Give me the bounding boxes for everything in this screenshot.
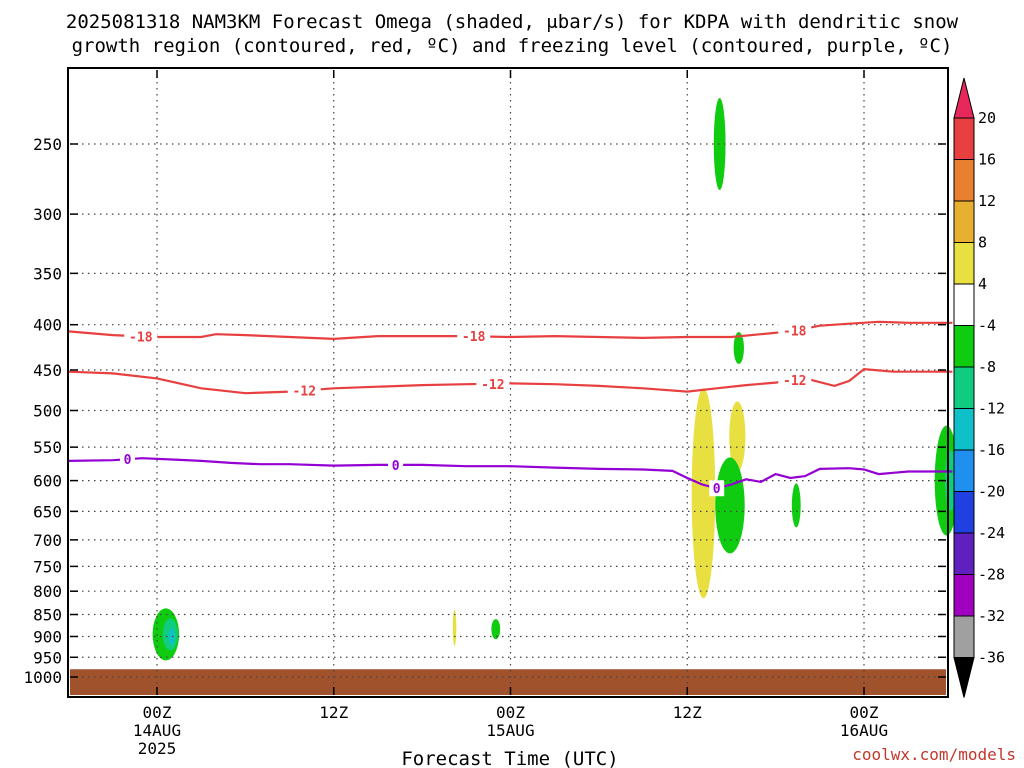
colorbar-tick-label: 16 — [978, 151, 996, 169]
omega-region-5 — [791, 483, 801, 528]
colorbar-cell — [953, 574, 975, 617]
colorbar-tick-label: -28 — [978, 566, 1005, 584]
colorbar-cell — [953, 366, 975, 409]
colorbar: 20 16 12 8 4 -4 -8 -12 -16 -20 -24 -28 -32 -36 — [953, 77, 1005, 698]
contour-label: -12 — [293, 385, 316, 400]
omega-region-4 — [715, 457, 745, 554]
contours: -18 -18 -18 -12 -12 -12 0 0 0 — [68, 320, 953, 497]
contour-label-bg — [778, 322, 812, 339]
y-tick-label: 450 — [33, 361, 62, 380]
colorbar-tick-label: 20 — [978, 109, 996, 127]
colorbar-cell — [953, 532, 975, 575]
x-tick-label: 12Z — [673, 703, 702, 722]
chart-title-line1: 2025081318 NAM3KM Forecast Omega (shaded… — [66, 11, 959, 33]
y-tick-label: 700 — [33, 531, 62, 550]
credit-text: coolwx.com/models — [852, 745, 1016, 764]
x-tick-label: 00Z — [850, 703, 879, 722]
omega-region-12 — [491, 619, 501, 640]
contour-label: 0 — [392, 459, 400, 474]
y-tick-label: 500 — [33, 402, 62, 421]
plot-frame — [67, 67, 949, 698]
contour-line-0 — [68, 457, 953, 490]
omega-region-11 — [452, 609, 457, 646]
contour-label: -12 — [481, 378, 504, 393]
colorbar-tick-label: -20 — [978, 483, 1005, 501]
contour-label-bg — [124, 328, 158, 345]
y-tick-label: 900 — [33, 627, 62, 646]
omega-region-0 — [713, 98, 726, 190]
omega-region-1 — [733, 332, 744, 365]
y-tick-label: 950 — [33, 648, 62, 667]
y-tick-label: 300 — [33, 205, 62, 224]
omega-region-2 — [729, 401, 746, 472]
contour-label-bg — [388, 456, 404, 473]
contour-label-bg — [778, 371, 812, 388]
contour-label-bg — [287, 382, 321, 399]
chart-title-line2: growth region (contoured, red, ºC) and f… — [72, 35, 953, 57]
colorbar-tick-label: -12 — [978, 400, 1005, 418]
y-tick-label: 1000 — [23, 668, 62, 687]
contour-line--12 — [68, 367, 953, 395]
x-axis-label: Forecast Time (UTC) — [401, 748, 618, 768]
x-tick-label: 12Z — [319, 703, 348, 722]
colorbar-tick-label: 8 — [978, 234, 987, 252]
x-tick-date: 16AUG — [840, 721, 888, 740]
contour-label: -18 — [129, 330, 153, 345]
colorbar-cell — [953, 242, 975, 285]
colorbar-cell — [953, 449, 975, 492]
y-axis: 250 300 350 400 450 500 550 600 650 700 750 800 850 9… — [23, 135, 946, 687]
contour-label: -18 — [783, 325, 807, 340]
terrain-fill — [70, 669, 946, 695]
y-tick-label: 600 — [33, 472, 62, 491]
contour-label-bg — [120, 451, 136, 468]
y-tick-label: 750 — [33, 557, 62, 576]
colorbar-tick-label: -24 — [978, 524, 1005, 542]
colorbar-cell — [953, 117, 975, 160]
colorbar-cell — [953, 408, 975, 451]
contour-label-bg — [709, 480, 725, 497]
grid — [70, 70, 946, 695]
y-tick-label: 550 — [33, 438, 62, 457]
x-tick-date: 15AUG — [486, 721, 534, 740]
colorbar-cell — [953, 491, 975, 534]
colorbar-tick-label: -16 — [978, 441, 1005, 459]
contour-label-bg — [476, 375, 510, 392]
contour-label: 0 — [124, 453, 132, 468]
colorbar-cell — [953, 325, 975, 368]
colorbar-tick-label: -32 — [978, 607, 1005, 625]
contour-label: -12 — [783, 374, 806, 389]
colorbar-cell — [953, 200, 975, 243]
x-tick-label: 00Z — [496, 703, 525, 722]
x-tick-label: 00Z — [143, 703, 172, 722]
x-tick-date: 14AUG — [133, 721, 181, 740]
colorbar-tick-label: 12 — [978, 192, 996, 210]
contour-label-bg — [457, 328, 491, 345]
omega-region-3 — [691, 388, 716, 599]
terrain — [70, 669, 946, 695]
colorbar-tick-label: 4 — [978, 275, 987, 293]
omega-shading — [152, 98, 959, 661]
colorbar-tick-label: -4 — [978, 317, 996, 335]
colorbar-tick-label: -8 — [978, 358, 996, 376]
y-tick-label: 850 — [33, 606, 62, 625]
contour-label: -18 — [462, 330, 486, 345]
y-tick-label: 250 — [33, 135, 62, 154]
colorbar-tick-label: -36 — [978, 649, 1005, 667]
y-tick-label: 400 — [33, 316, 62, 335]
y-tick-label: 650 — [33, 502, 62, 521]
colorbar-cell — [953, 283, 975, 326]
omega-region-10 — [168, 628, 175, 645]
y-tick-label: 350 — [33, 264, 62, 283]
contour-line--18 — [68, 320, 953, 341]
y-tick-label: 800 — [33, 582, 62, 601]
x-tick-year: 2025 — [138, 739, 177, 758]
colorbar-cell — [953, 159, 975, 202]
colorbar-bottom-arrow — [953, 657, 975, 698]
colorbar-cell — [953, 615, 975, 658]
contour-label: 0 — [713, 482, 721, 497]
colorbar-top-arrow — [953, 77, 975, 119]
